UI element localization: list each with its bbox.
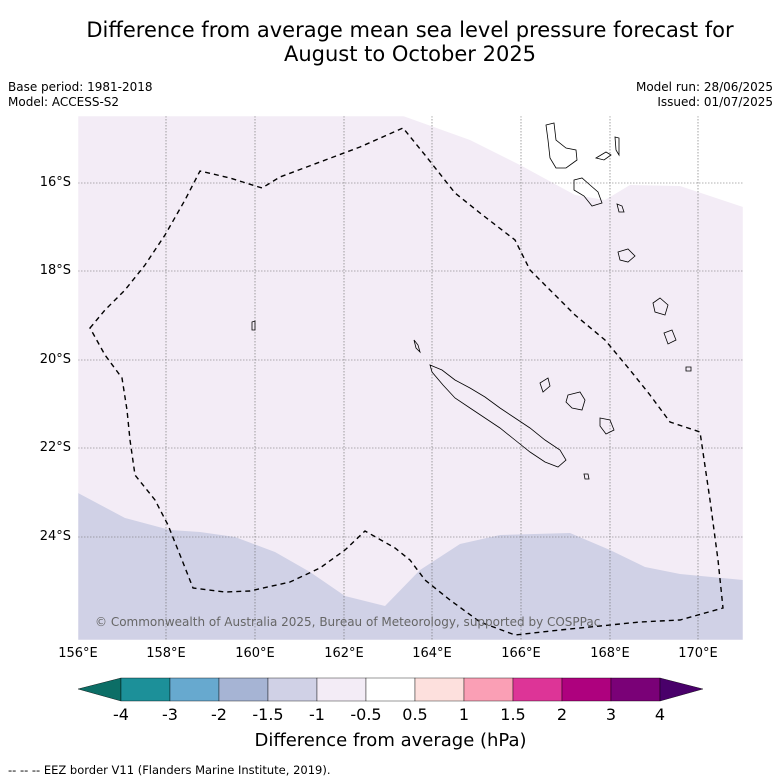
- colorbar-max-extend: [659, 677, 704, 702]
- lon-label-164e: 164°E: [412, 646, 452, 661]
- lon-label-158e: 158°E: [146, 646, 186, 661]
- lon-label-168e: 168°E: [590, 646, 630, 661]
- colorbar-tick: -2: [211, 705, 227, 724]
- lon-label-162e: 162°E: [324, 646, 364, 661]
- tanna: [663, 329, 677, 345]
- aneityum: [685, 366, 692, 372]
- isle-of-pines: [583, 473, 590, 480]
- efate: [617, 248, 636, 263]
- pressure-band-light: [78, 116, 743, 640]
- coastlines: [251, 122, 692, 480]
- lon-label-170e: 170°E: [678, 646, 718, 661]
- epi: [616, 203, 625, 213]
- lat-label-22s: 22°S: [39, 440, 71, 455]
- colorbar-tick: -0.5: [350, 705, 382, 724]
- lon-label-156e: 156°E: [58, 646, 98, 661]
- mare: [599, 417, 615, 435]
- erromango: [652, 297, 669, 316]
- colorbar-swatch-3: [218, 677, 269, 702]
- pressure-band-dark: [78, 493, 743, 640]
- base-period: Base period: 1981-2018: [8, 80, 153, 94]
- lat-label-18s: 18°S: [39, 263, 71, 278]
- map-area: © Commonwealth of Australia 2025, Bureau…: [78, 116, 743, 640]
- malo: [594, 151, 612, 161]
- ouvea: [539, 377, 551, 393]
- colorbar-tick: -3: [162, 705, 178, 724]
- chart-title: Difference from average mean sea level p…: [0, 18, 781, 66]
- colorbar-tick: 0.5: [402, 705, 428, 724]
- colorbar-tick: 2: [556, 705, 568, 724]
- model-name: Model: ACCESS-S2: [8, 95, 120, 109]
- colorbar-swatch-2: [169, 677, 220, 702]
- eez-border: [89, 127, 724, 636]
- lat-label-20s: 20°S: [39, 352, 71, 367]
- espiritu-santo: [545, 122, 578, 169]
- title-line-2: August to October 2025: [283, 42, 537, 66]
- new-caledonia: [429, 364, 567, 468]
- meta-right: Model run: 28/06/2025 Issued: 01/07/2025: [636, 80, 773, 110]
- colorbar-swatch-4: [267, 677, 318, 702]
- lat-label-16s: 16°S: [39, 175, 71, 190]
- lon-label-160e: 160°E: [235, 646, 275, 661]
- meta-left: Base period: 1981-2018 Model: ACCESS-S2: [8, 80, 153, 110]
- malakula: [573, 177, 603, 207]
- colorbar-tick: -4: [113, 705, 129, 724]
- colorbar-swatch-1: [120, 677, 171, 702]
- colorbar-tick: -1: [309, 705, 325, 724]
- colorbar-tick: 3: [605, 705, 617, 724]
- title-line-1: Difference from average mean sea level p…: [86, 18, 734, 42]
- issued-date: Issued: 01/07/2025: [657, 95, 773, 109]
- gridlines: [78, 116, 743, 640]
- maewo: [614, 136, 620, 157]
- colorbar-tick: 1.5: [500, 705, 526, 724]
- small-island-1: [251, 320, 256, 331]
- colorbar-swatch-10: [561, 677, 612, 702]
- colorbar-title: Difference from average (hPa): [254, 730, 527, 751]
- lat-label-24s: 24°S: [39, 529, 71, 544]
- model-run: Model run: 28/06/2025: [635, 80, 773, 94]
- colorbar: [77, 677, 704, 702]
- lon-label-166e: 166°E: [501, 646, 541, 661]
- belep-islands: [413, 339, 421, 354]
- colorbar-swatch-9: [512, 677, 563, 702]
- colorbar-swatch-8: [463, 677, 514, 702]
- copyright-notice: © Commonwealth of Australia 2025, Bureau…: [95, 615, 600, 629]
- colorbar-swatch-7: [414, 677, 465, 702]
- colorbar-min-extend: [77, 677, 122, 702]
- colorbar-swatch-6: [365, 677, 416, 702]
- colorbar-tick: 4: [654, 705, 666, 724]
- colorbar-swatch-5: [316, 677, 367, 702]
- colorbar-swatch-11: [610, 677, 661, 702]
- lifou: [565, 391, 586, 411]
- eez-legend-note: -- -- -- EEZ border V11 (Flanders Marine…: [8, 763, 331, 777]
- colorbar-tick: 1: [458, 705, 470, 724]
- colorbar-tick: -1.5: [252, 705, 284, 724]
